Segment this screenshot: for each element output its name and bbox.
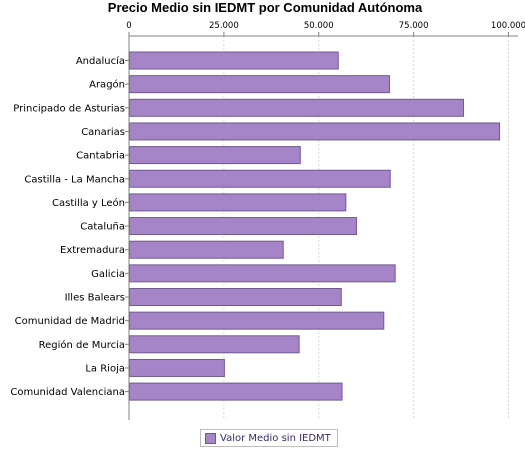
legend: Valor Medio sin IEDMT <box>200 429 338 447</box>
x-tick-label: 100.000 <box>491 21 525 31</box>
category-labels: Andalucía Aragón Principado de Asturias Can… <box>10 55 125 398</box>
category-label: Cataluña <box>80 222 125 233</box>
bar <box>129 146 301 165</box>
bar <box>129 75 390 94</box>
category-label: Cantabria <box>76 151 125 162</box>
category-label: Aragón <box>89 79 125 91</box>
legend-label: Valor Medio sin IEDMT <box>220 432 331 444</box>
x-tick-label: 0 <box>126 21 131 31</box>
bar <box>129 193 347 212</box>
category-label: Castilla y León <box>52 197 125 209</box>
category-label: Comunidad de Madrid <box>15 316 125 327</box>
bar <box>129 335 300 354</box>
bar <box>129 51 339 70</box>
bar <box>129 382 343 401</box>
category-label: Andalucía <box>76 55 125 67</box>
bar <box>129 169 391 188</box>
bar <box>129 217 357 236</box>
category-label: Canarias <box>81 127 125 138</box>
bars <box>129 51 501 401</box>
bar <box>129 358 225 377</box>
bar <box>129 98 464 117</box>
bar <box>129 264 396 283</box>
chart-title: Precio Medio sin IEDMT por Comunidad Aut… <box>108 0 423 15</box>
x-tick-label: 50.000 <box>304 21 334 31</box>
x-tick-label: 25.000 <box>209 21 239 31</box>
category-label: Principado de Asturias <box>13 103 125 114</box>
category-label: Región de Murcia <box>39 339 125 351</box>
category-label: La Rioja <box>85 363 125 374</box>
category-label: Illes Balears <box>65 293 125 304</box>
category-label: Comunidad Valenciana <box>10 387 125 398</box>
x-tick-label: 75.000 <box>399 21 429 31</box>
bar <box>129 288 342 306</box>
axes <box>125 32 518 420</box>
bar <box>129 311 385 330</box>
bar <box>129 122 501 141</box>
x-tick-labels: 0 25.000 50.000 75.000 100.000 <box>126 21 525 31</box>
legend-swatch <box>205 432 216 444</box>
category-label: Castilla - La Mancha <box>24 174 125 185</box>
category-label: Galicia <box>91 269 125 280</box>
bar <box>129 240 284 259</box>
category-label: Extremadura <box>60 245 125 256</box>
